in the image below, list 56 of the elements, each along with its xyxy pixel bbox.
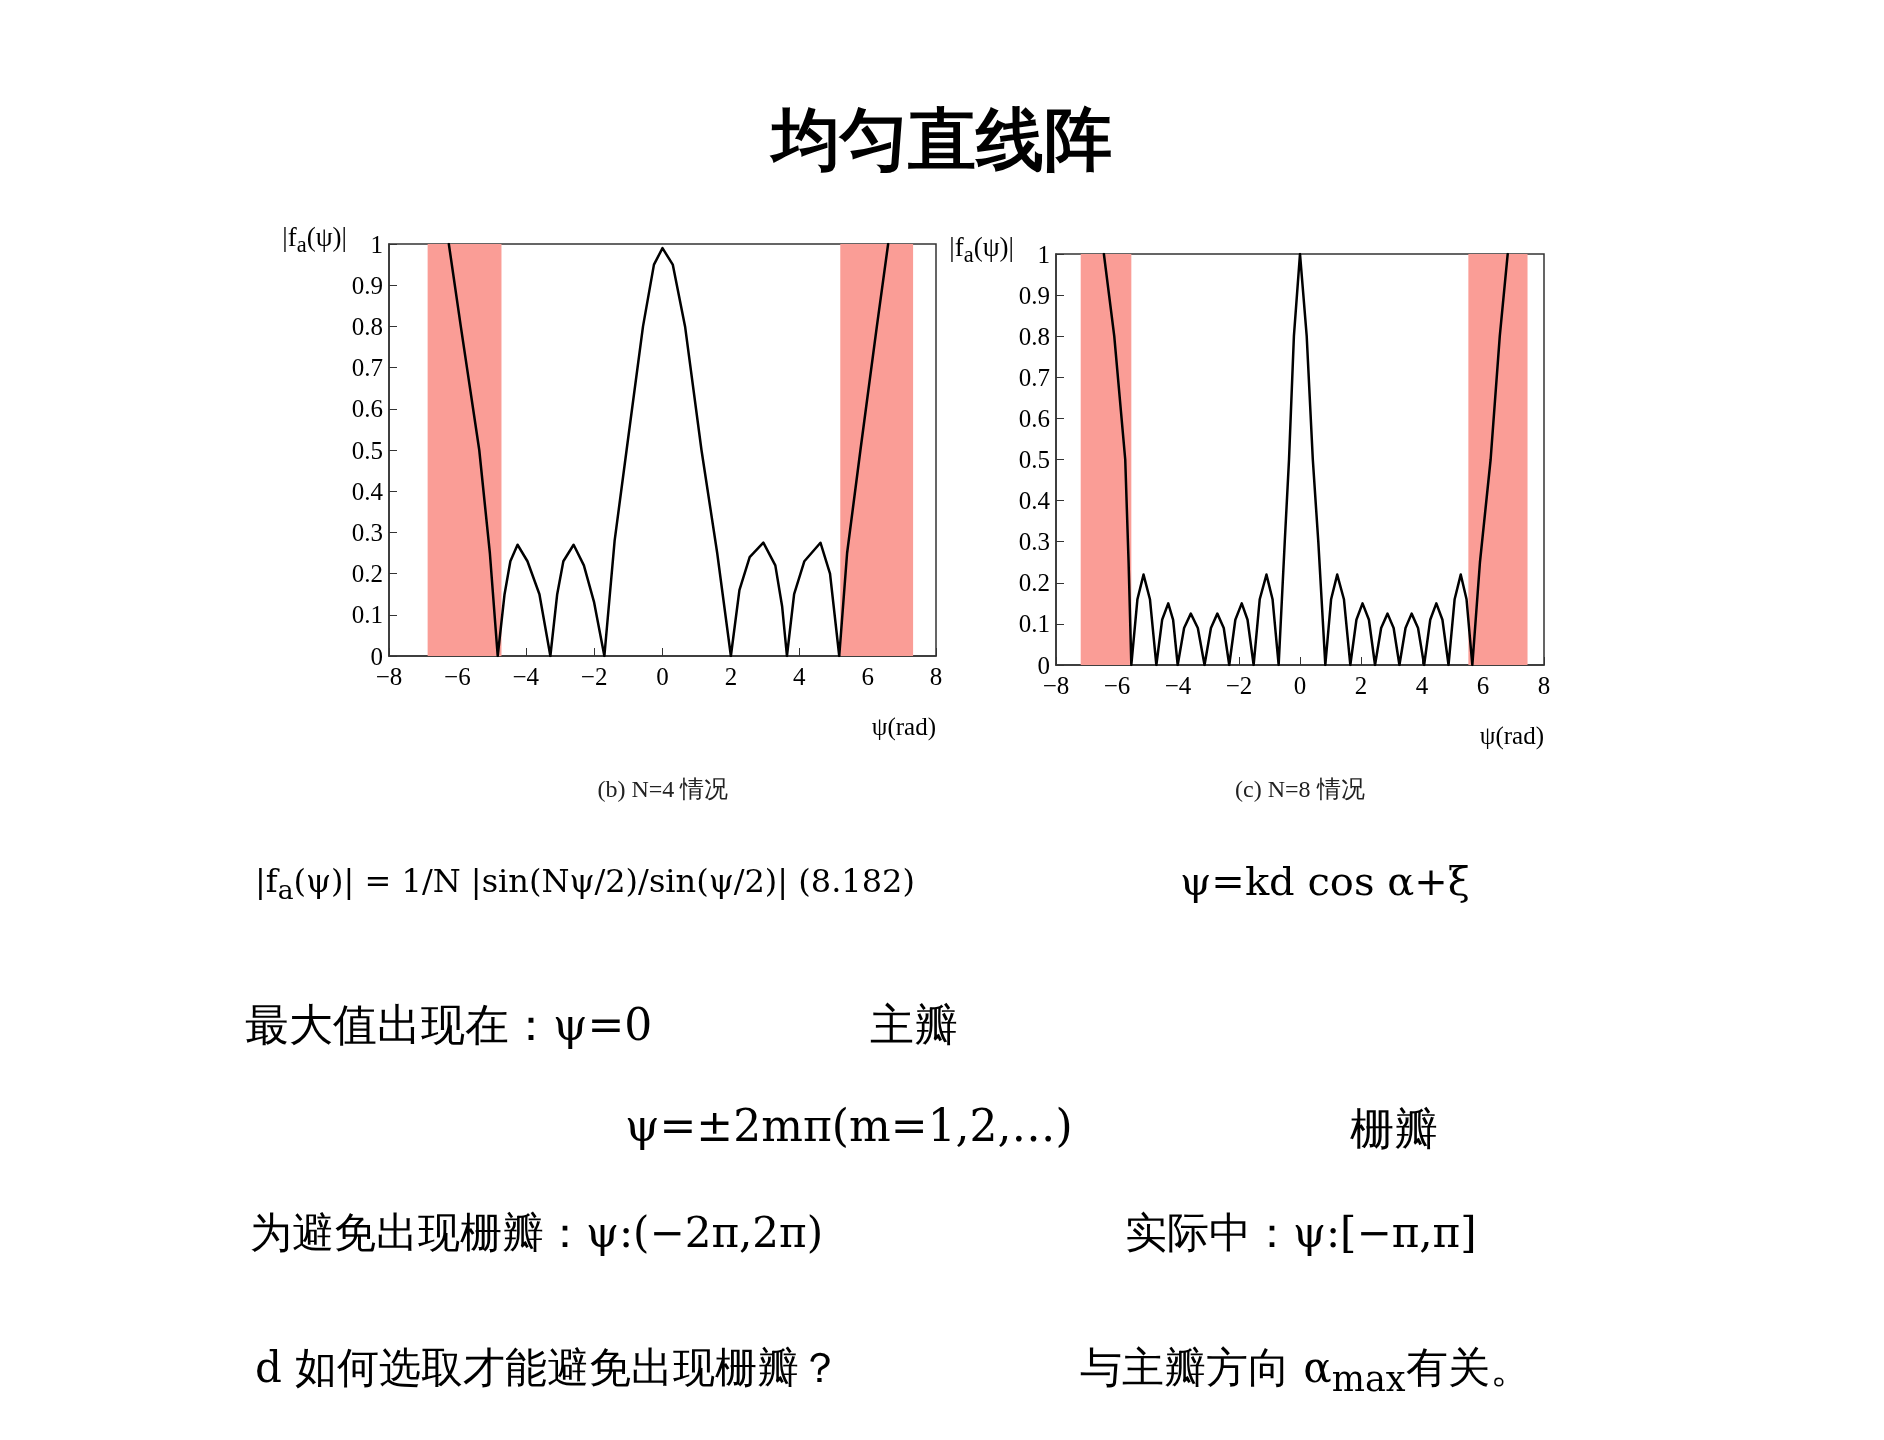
text: 最大值出现在：ψ=0 [245, 998, 653, 1052]
x-tick-label: 4 [1415, 672, 1429, 699]
y-tick-label: 1 [370, 230, 383, 258]
text: 为避免出现栅瓣：ψ:(−2π,2π) [250, 1207, 824, 1259]
text: 与主瓣方向 α$_{max}$有关。 [1080, 1342, 1532, 1400]
text: d 如何选取才能避免出现栅瓣？ [255, 1342, 842, 1394]
y-tick-label: 0.1 [351, 601, 383, 629]
text: ψ=±2mπ(m=1,2,…) [625, 1100, 1073, 1151]
x-tick-label: −4 [512, 663, 540, 690]
x-tick-label: 4 [793, 663, 806, 690]
text: |f$_{a}$(ψ)| = 1/N |sin(Nψ/2)/sin(ψ/2)| (8.182) [255, 862, 915, 906]
y-tick-label: 0.2 [351, 560, 383, 588]
y-tick-label: 0.2 [1018, 569, 1050, 597]
text: ψ=kd cos α+ξ [1180, 858, 1470, 904]
x-tick-label: 6 [861, 663, 874, 690]
y-tick-label: 0.8 [1018, 322, 1050, 350]
text: (b) N=4 情况 [597, 776, 729, 802]
y-tick-label: 0.6 [1018, 404, 1050, 432]
x-tick-label: −4 [1164, 672, 1192, 699]
x-tick-label: 2 [724, 663, 738, 690]
y-axis-title: |f$_{a}$(ψ)| [949, 232, 1014, 269]
y-tick-label: 0.4 [351, 477, 384, 505]
y-tick-label: 0.7 [351, 354, 383, 382]
y-tick-label: 0.8 [351, 312, 383, 340]
y-tick-label: 0 [370, 642, 383, 670]
chart-title: 均匀直线阵 [769, 99, 1113, 181]
y-tick-label: 0.1 [1018, 610, 1050, 638]
text: (c) N=8 情况 [1235, 776, 1365, 802]
x-tick-label: 2 [1354, 672, 1368, 699]
line-series [1102, 252, 1509, 667]
text: 实际中：ψ:[−π,π] [1125, 1207, 1477, 1259]
x-tick-label: 8 [1537, 672, 1551, 699]
y-tick-label: 0.3 [1018, 528, 1050, 556]
x-axis-title: ψ(rad) [871, 713, 936, 741]
y-tick-label: 0.4 [1018, 487, 1051, 515]
x-axis-title: ψ(rad) [1479, 722, 1544, 750]
x-tick-label: 6 [1476, 672, 1490, 699]
x-tick-label: 8 [929, 663, 943, 690]
y-axis-title: |f$_{a}$(ψ)| [282, 222, 347, 259]
x-tick-label: −6 [444, 663, 471, 690]
y-tick-label: 0.9 [1018, 281, 1050, 309]
x-tick-label: 0 [1293, 672, 1307, 699]
y-tick-label: 0.7 [1018, 363, 1050, 391]
text: 主瓣 [870, 998, 958, 1052]
x-tick-label: 0 [656, 663, 669, 690]
x-tick-label: −6 [1103, 672, 1131, 699]
x-tick-label: −2 [580, 663, 608, 690]
x-tick-label: −2 [1225, 672, 1253, 699]
text: 栅瓣 [1350, 1102, 1438, 1156]
y-tick-label: 0.5 [351, 436, 383, 464]
line-series [447, 242, 890, 658]
y-tick-label: 0.6 [351, 395, 383, 423]
y-tick-label: 0.3 [351, 518, 383, 546]
y-tick-label: 0.9 [351, 271, 383, 299]
y-tick-label: 0.5 [1018, 446, 1050, 473]
y-tick-label: 1 [1037, 240, 1050, 268]
